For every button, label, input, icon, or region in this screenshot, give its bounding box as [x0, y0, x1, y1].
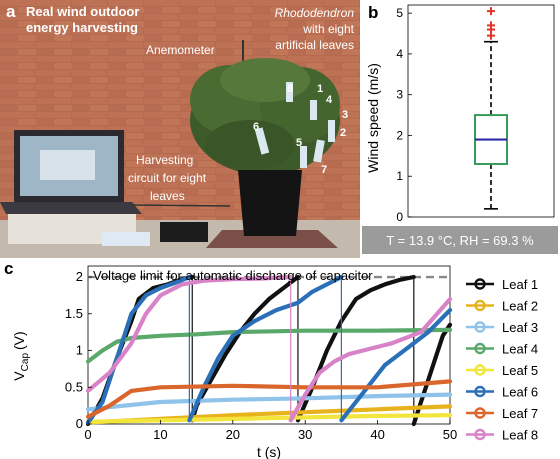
series-line-segment: [85, 274, 293, 393]
ytick-label: 1.5: [65, 306, 83, 321]
leaf-number-4: 4: [326, 94, 333, 106]
series-leaf-6: [85, 274, 453, 425]
photo-title-line1: Real wind outdoor: [26, 4, 139, 19]
ytick-label: 1: [76, 343, 83, 358]
ytick-label: 0.5: [65, 379, 83, 394]
series-line-segment: [339, 307, 453, 423]
legend-entry-label: Leaf 7: [502, 406, 538, 421]
xtick-label: 30: [298, 427, 312, 442]
cable: [131, 204, 231, 207]
capacitor-voltage-chart: c VCap (V) 0 10 20 30 40 50 0 0.5 1 1.5 2 Voltage l…: [4, 259, 538, 459]
harvesting-circuit: [160, 222, 208, 242]
conditions-banner: [362, 226, 558, 254]
legend-swatch-marker: [474, 342, 486, 355]
outlier-marker: [487, 7, 495, 16]
xtick-label: 10: [153, 427, 167, 442]
ylabel-unit: (V): [11, 331, 27, 350]
boxplot-ytick-label: 0: [396, 210, 403, 224]
artificial-leaves: [254, 82, 335, 168]
series-line-segment: [85, 392, 453, 412]
info-card: [102, 232, 150, 246]
legend-swatch-marker: [474, 428, 486, 441]
series-leaf-3: [85, 392, 453, 412]
leaf-number-7: 7: [321, 164, 327, 176]
circuit-label-line1: Harvesting: [136, 153, 193, 167]
legend-entry-label: Leaf 5: [502, 363, 538, 378]
legend-swatch-marker: [474, 321, 486, 333]
series-line-segment: [85, 413, 453, 424]
leaf-number-8: 8: [287, 83, 293, 95]
laptop: [0, 130, 142, 244]
boxplot-ylabel: Wind speed (m/s): [365, 63, 381, 173]
series-leaf-5: [85, 413, 453, 424]
ytick-label: 0: [76, 416, 83, 431]
series-line-segment: [85, 379, 453, 419]
species-label-line2: with eight: [302, 22, 354, 36]
anemometer-label: Anemometer: [146, 43, 215, 57]
panel-label-b: b: [368, 3, 378, 22]
xtick-label: 50: [443, 427, 457, 442]
series-leaf-7: [85, 379, 453, 419]
legend-swatch-marker: [474, 364, 486, 376]
series-leaf-8: [85, 274, 453, 423]
legend-entry-label: Leaf 8: [502, 428, 538, 443]
boxplot-ytick-label: 4: [396, 47, 403, 61]
legend-entry-label: Leaf 6: [502, 385, 538, 400]
series-line-segment: [288, 296, 453, 423]
plant-tray: [206, 230, 338, 248]
boxplot-ytick-label: 3: [396, 88, 403, 102]
legend-swatch-marker: [474, 278, 486, 290]
plant-pot: [238, 170, 302, 236]
line-chart-xlabel: t (s): [257, 444, 281, 459]
species-label: Rhododendron: [275, 6, 355, 20]
vcap-ylabel: VCap (V): [11, 331, 31, 380]
legend-entry-label: Leaf 1: [502, 277, 538, 292]
series-line-segment: [187, 274, 344, 423]
outlier-marker: [487, 21, 495, 30]
panel-label-c: c: [4, 259, 13, 278]
leaf-number-1: 1: [317, 83, 323, 95]
leaf-number-3: 3: [342, 109, 348, 121]
boxplot-frame: [407, 4, 555, 218]
leaf-number-6: 6: [253, 121, 259, 133]
leaf-number-2: 2: [340, 127, 346, 139]
legend-entry-label: Leaf 3: [502, 320, 538, 335]
boxplot-ytick-label: 2: [396, 128, 403, 142]
legend-entry-label: Leaf 2: [502, 299, 538, 314]
boxplot-ytick-label: 1: [396, 169, 403, 183]
ytick-label: 2: [76, 269, 83, 284]
boxplot-ytick-label: 5: [396, 6, 403, 20]
panel-label-a: a: [6, 2, 16, 21]
limit-annotation: Voltage limit for automatic discharge of…: [93, 268, 373, 283]
xtick-label: 40: [370, 427, 384, 442]
xtick-label: 0: [84, 427, 91, 442]
conditions-text: T = 13.9 °C, RH = 69.3 %: [386, 233, 534, 248]
legend-entry-label: Leaf 4: [502, 342, 538, 357]
series-line-segment: [85, 274, 192, 425]
leaf-number-5: 5: [296, 137, 302, 149]
species-label-line3: artificial leaves: [275, 38, 354, 52]
photo-title-line2: energy harvesting: [26, 20, 138, 35]
svg-text:VCap(V): VCap (V): [11, 331, 31, 380]
legend-swatch-marker: [474, 407, 486, 419]
ylabel-sub: Cap: [20, 353, 31, 372]
xtick-label: 20: [226, 427, 240, 442]
line-chart-frame: [87, 265, 451, 425]
outdoor-setup-photo: a Real wind outdoor energy harvesting Rh…: [0, 0, 360, 258]
wind-speed-boxplot: b Wind speed (m/s) 0 1 2 3 4 5 T = 13.9 °C, R…: [362, 3, 558, 254]
legend-swatch-marker: [474, 385, 486, 398]
circuit-label-line3: leaves: [150, 189, 185, 203]
legend-swatch-marker: [474, 299, 486, 312]
circuit-label-line2: circuit for eight: [128, 171, 207, 185]
ylabel-main: V: [11, 371, 27, 381]
